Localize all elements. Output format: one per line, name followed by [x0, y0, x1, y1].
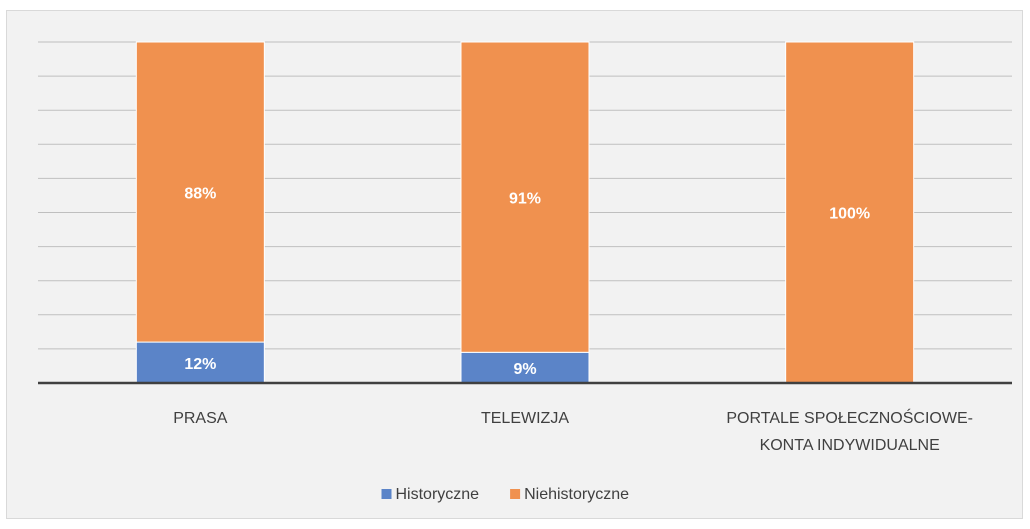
legend-swatch	[510, 489, 521, 499]
data-label: 100%	[829, 206, 870, 223]
data-label: 9%	[513, 361, 536, 378]
legend-swatch	[381, 489, 392, 499]
bar-segment	[785, 41, 915, 384]
legend-label: Niehistoryczne	[524, 486, 629, 503]
bar-segment	[135, 41, 265, 343]
x-tick-label: PORTALE SPOŁECZNOŚCIOWE- KONTA INDYWIDUA…	[726, 410, 973, 454]
x-tick-label: PRASA	[173, 410, 228, 427]
bar-segment	[460, 41, 590, 353]
data-label: 12%	[184, 356, 216, 373]
data-label: 88%	[184, 185, 216, 202]
legend-label: Historyczne	[396, 486, 480, 503]
x-tick-label: TELEWIZJA	[480, 410, 569, 427]
bar-segment	[135, 341, 265, 384]
data-label: 91%	[509, 190, 541, 207]
bar-segment	[460, 351, 590, 384]
